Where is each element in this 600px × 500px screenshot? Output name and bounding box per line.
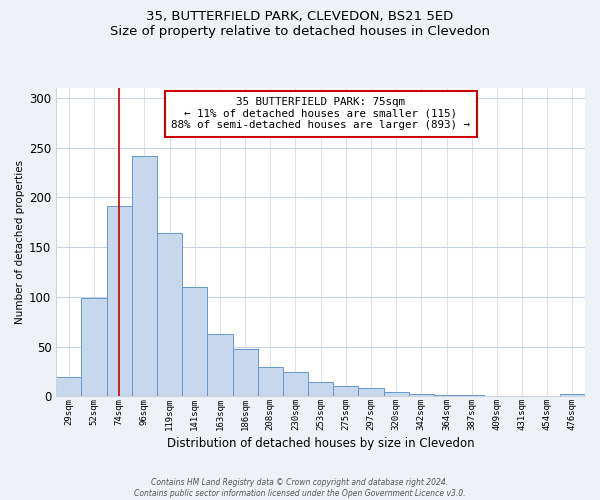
Bar bbox=[82, 298, 107, 396]
Bar bbox=[333, 386, 358, 396]
Bar bbox=[107, 206, 132, 396]
Y-axis label: Number of detached properties: Number of detached properties bbox=[15, 160, 25, 324]
Bar bbox=[358, 388, 383, 396]
Bar bbox=[308, 382, 333, 396]
Bar bbox=[257, 366, 283, 396]
Bar bbox=[283, 372, 308, 396]
Bar bbox=[383, 392, 409, 396]
X-axis label: Distribution of detached houses by size in Clevedon: Distribution of detached houses by size … bbox=[167, 437, 475, 450]
Bar bbox=[409, 394, 434, 396]
Bar bbox=[132, 156, 157, 396]
Bar bbox=[182, 287, 208, 397]
Text: 35 BUTTERFIELD PARK: 75sqm
← 11% of detached houses are smaller (115)
88% of sem: 35 BUTTERFIELD PARK: 75sqm ← 11% of deta… bbox=[171, 98, 470, 130]
Bar bbox=[233, 348, 257, 397]
Bar bbox=[157, 234, 182, 396]
Text: 35, BUTTERFIELD PARK, CLEVEDON, BS21 5ED
Size of property relative to detached h: 35, BUTTERFIELD PARK, CLEVEDON, BS21 5ED… bbox=[110, 10, 490, 38]
Bar bbox=[208, 334, 233, 396]
Bar bbox=[560, 394, 585, 396]
Text: Contains HM Land Registry data © Crown copyright and database right 2024.
Contai: Contains HM Land Registry data © Crown c… bbox=[134, 478, 466, 498]
Bar bbox=[56, 376, 82, 396]
